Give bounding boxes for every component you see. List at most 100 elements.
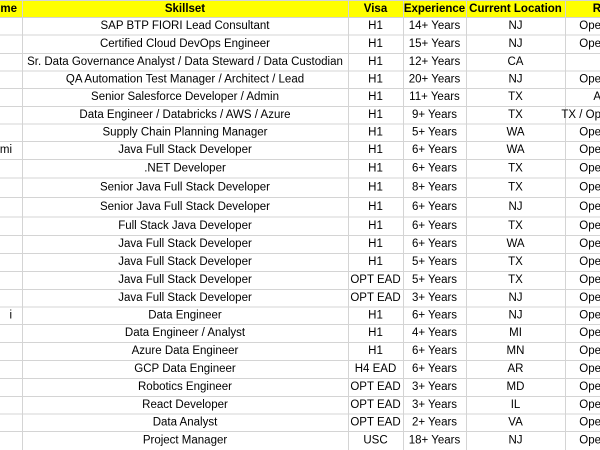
- cell: TX: [508, 162, 523, 174]
- cell: Ope: [579, 162, 600, 174]
- cell: Java Full Stack Developer: [118, 292, 252, 304]
- cell: Ope: [579, 399, 600, 411]
- cell: Data Engineer: [148, 309, 222, 321]
- cell: TX: [508, 274, 523, 286]
- column-header: R: [593, 3, 600, 15]
- cell: NJ: [508, 201, 522, 213]
- cell: TX: [508, 256, 523, 268]
- cell: CA: [508, 56, 524, 68]
- cell: Senior Java Full Stack Developer: [100, 181, 270, 193]
- cell: H1: [368, 91, 383, 103]
- cell: H1: [368, 238, 383, 250]
- cell: React Developer: [142, 399, 228, 411]
- cell: Sr. Data Governance Analyst / Data Stewa…: [27, 56, 343, 68]
- cell: VA: [508, 416, 523, 428]
- cell: Ope: [579, 144, 600, 156]
- cell: 9+ Years: [412, 109, 457, 121]
- cell: 5+ Years: [412, 126, 457, 138]
- cell: H1: [368, 201, 383, 213]
- cell: TX: [508, 220, 523, 232]
- cell: H1: [368, 256, 383, 268]
- cell: H1: [368, 309, 383, 321]
- cell: H1: [368, 144, 383, 156]
- cell: Data Analyst: [153, 416, 218, 428]
- cell: H1: [368, 162, 383, 174]
- cell: NJ: [508, 435, 522, 447]
- cell: Ope: [579, 435, 600, 447]
- cell: 15+ Years: [409, 38, 461, 50]
- cell: A: [593, 91, 600, 103]
- cell: 5+ Years: [412, 256, 457, 268]
- cell: Certified Cloud DevOps Engineer: [100, 38, 270, 50]
- cell: NJ: [508, 38, 522, 50]
- cell: WA: [506, 144, 524, 156]
- cell: TX / Op: [561, 109, 600, 121]
- cell: USC: [363, 435, 387, 447]
- cell: QA Automation Test Manager / Architect /…: [66, 73, 304, 85]
- cell: OPT EAD: [350, 274, 400, 286]
- cell: H1: [368, 345, 383, 357]
- cell: Ope: [579, 274, 600, 286]
- cell: 6+ Years: [412, 238, 457, 250]
- cell: 6+ Years: [412, 363, 457, 375]
- cell: Data Engineer / Databricks / AWS / Azure: [79, 109, 290, 121]
- cell: 12+ Years: [409, 56, 461, 68]
- cell: Ope: [579, 238, 600, 250]
- cell: TX: [508, 181, 523, 193]
- cell: H1: [368, 181, 383, 193]
- cell: 14+ Years: [409, 20, 461, 32]
- cell: Java Full Stack Developer: [118, 238, 252, 250]
- cell: Azure Data Engineer: [132, 345, 239, 357]
- cell: GCP Data Engineer: [134, 363, 236, 375]
- cell: H1: [368, 56, 383, 68]
- cell: Ope: [579, 220, 600, 232]
- cell: 4+ Years: [412, 327, 457, 339]
- cell: Ope: [579, 126, 600, 138]
- cell: 3+ Years: [412, 292, 457, 304]
- cell: H1: [368, 220, 383, 232]
- cell: MI: [509, 327, 522, 339]
- cell: mi: [0, 144, 12, 156]
- cell: Senior Java Full Stack Developer: [100, 201, 270, 213]
- column-header: Current Location: [469, 3, 562, 15]
- cell: H1: [368, 327, 383, 339]
- cell: Ope: [579, 201, 600, 213]
- cell: 8+ Years: [412, 181, 457, 193]
- column-header: me: [0, 3, 17, 15]
- cell: WA: [506, 126, 524, 138]
- cell: H1: [368, 38, 383, 50]
- cell: OPT EAD: [350, 399, 400, 411]
- cell: H4 EAD: [355, 363, 397, 375]
- header-band: [0, 0, 600, 17]
- cell: Ope: [579, 73, 600, 85]
- cell: Ope: [579, 20, 600, 32]
- cell: Ope: [579, 416, 600, 428]
- cell: Supply Chain Planning Manager: [103, 126, 268, 138]
- cell: Robotics Engineer: [138, 381, 232, 393]
- cell: H1: [368, 73, 383, 85]
- cell: NJ: [508, 292, 522, 304]
- cell: 3+ Years: [412, 381, 457, 393]
- cell: NJ: [508, 309, 522, 321]
- cell: Ope: [579, 327, 600, 339]
- cell: Ope: [579, 363, 600, 375]
- cell: 6+ Years: [412, 345, 457, 357]
- cell: Senior Salesforce Developer / Admin: [91, 91, 279, 103]
- cell: TX: [508, 91, 523, 103]
- cell: 5+ Years: [412, 274, 457, 286]
- cell: H1: [368, 20, 383, 32]
- cell: Ope: [579, 38, 600, 50]
- cell: Java Full Stack Developer: [118, 274, 252, 286]
- cell: .NET Developer: [144, 162, 226, 174]
- cell: Ope: [579, 292, 600, 304]
- cell: 18+ Years: [409, 435, 461, 447]
- cell: NJ: [508, 20, 522, 32]
- cell: Ope: [579, 256, 600, 268]
- cell: MD: [507, 381, 525, 393]
- cell: OPT EAD: [350, 292, 400, 304]
- cell: i: [9, 309, 12, 321]
- column-header: Experience: [404, 3, 465, 15]
- cell: 6+ Years: [412, 144, 457, 156]
- cell: Ope: [579, 381, 600, 393]
- cell: Java Full Stack Developer: [118, 256, 252, 268]
